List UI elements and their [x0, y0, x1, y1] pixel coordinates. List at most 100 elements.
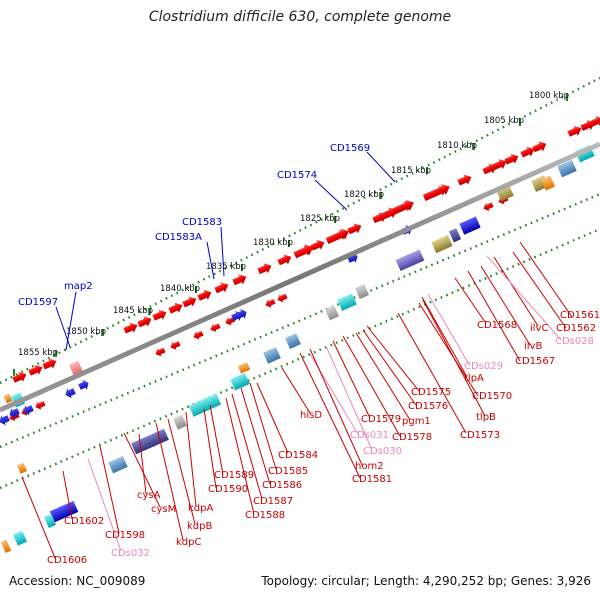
gene-label-CD1583: CD1583 — [182, 217, 222, 228]
gene-feature-box — [13, 531, 27, 546]
gene-label: CD1587 — [253, 496, 293, 507]
scale-label: 1840 kbp — [160, 284, 200, 294]
gene-feature-box — [230, 373, 249, 390]
label-leader-line — [428, 294, 470, 366]
gene-label: CDs028 — [555, 336, 594, 347]
scale-label: 1825 kbp — [300, 214, 340, 224]
gene-label: CD1590 — [208, 484, 248, 495]
gene-label: CD1598 — [105, 530, 145, 541]
reverse-gene-arrow — [264, 297, 277, 309]
scale-label: 1845 kbp — [113, 306, 153, 316]
gene-label: cysA — [137, 490, 161, 501]
gene-label: CDs032 — [111, 548, 150, 559]
forward-gene-arrow — [531, 139, 548, 155]
gene-feature-box — [396, 249, 425, 271]
gene-feature-box — [4, 394, 13, 404]
gene-feature-box — [459, 217, 480, 235]
forward-gene-arrow — [276, 252, 293, 268]
gene-label: hisD — [300, 410, 322, 421]
gene-feature-box — [355, 284, 369, 299]
label-leader-line — [156, 423, 183, 540]
scale-label: 1855 kbp — [18, 348, 58, 358]
label-leader-line — [257, 383, 288, 453]
gene-label: tlpB — [476, 412, 496, 423]
reverse-gene-arrow — [209, 322, 222, 334]
gene-label: CD1567 — [515, 356, 555, 367]
gene-label: tlpA — [464, 373, 484, 384]
gene-feature-box — [173, 415, 187, 430]
blue-gene-arrow — [0, 413, 11, 427]
forward-gene-arrow — [122, 320, 139, 336]
gene-feature-box — [285, 333, 301, 349]
gene-label: CD1606 — [47, 555, 87, 566]
label-leader-line — [333, 341, 370, 418]
gene-feature-box — [17, 463, 27, 474]
gene-feature-box — [108, 456, 127, 473]
gene-feature-box — [325, 305, 339, 320]
scale-label: 1850 kbp — [66, 327, 106, 337]
gene-label: CD1576 — [408, 401, 448, 412]
gene-label: hom2 — [355, 461, 384, 472]
label-leader-line — [422, 297, 467, 377]
gene-label: CD1581 — [352, 474, 392, 485]
reverse-gene-arrow — [276, 292, 289, 304]
forward-gene-arrow — [181, 294, 198, 310]
gene-label: CDs029 — [464, 361, 503, 372]
reverse-gene-arrow — [34, 399, 47, 411]
lower-gene-labels: CD1561 CD1562 ilvC CDs028 ilvB CD1567 CD… — [47, 310, 600, 566]
gene-label: CDs030 — [363, 446, 402, 457]
scale-label: 1820 kbp — [344, 190, 384, 200]
scale-label: 1805 kbp — [484, 116, 524, 126]
label-leader-line — [363, 330, 416, 405]
scale-labels: 1800 kbp 1805 kbp 1810 kbp 1815 kbp 1820… — [18, 91, 569, 358]
gene-feature-box — [238, 362, 250, 373]
gene-label: ilvC — [530, 323, 548, 334]
gene-feature-box — [263, 347, 281, 364]
reverse-gene-arrow — [192, 329, 205, 341]
gene-feature-box — [337, 293, 356, 310]
forward-gene-arrow — [309, 237, 326, 253]
label-leader-line — [282, 368, 310, 413]
lower-tracks — [0, 194, 600, 488]
forward-gene-arrow — [41, 356, 58, 372]
label-leader-line — [455, 278, 485, 322]
genome-backbone — [0, 144, 600, 410]
forward-gene-arrow — [151, 307, 168, 323]
scale-label: 1800 kbp — [529, 91, 569, 101]
gene-feature-box — [431, 235, 452, 253]
gene-label-CD1574: CD1574 — [277, 170, 317, 181]
gene-label: CD1588 — [245, 510, 285, 521]
scale-label: 1810 kbp — [437, 141, 477, 151]
gene-feature-box — [131, 429, 169, 455]
accession-text: Accession: NC_009089 — [9, 574, 145, 588]
genome-map: 1800 kbp 1805 kbp 1810 kbp 1815 kbp 1820… — [0, 0, 600, 600]
gene-label-CD1569: CD1569 — [330, 143, 370, 154]
forward-gene-arrow — [456, 172, 473, 188]
reverse-gene-arrow — [482, 201, 495, 213]
gene-label: CD1561 — [560, 310, 600, 321]
gene-label: CD1584 — [278, 450, 318, 461]
label-leader-line — [513, 252, 566, 328]
gene-label: kdpB — [187, 521, 212, 532]
forward-gene-arrow — [422, 181, 452, 203]
gene-label: kdpC — [176, 537, 201, 548]
forward-gene-arrow — [136, 314, 153, 330]
scale-label: 1815 kbp — [391, 166, 431, 176]
gene-label: CD1585 — [268, 466, 308, 477]
gene-label: CD1575 — [411, 387, 451, 398]
gene-label: CD1586 — [262, 480, 302, 491]
forward-gene-arrow — [213, 280, 230, 296]
gene-label: CD1562 — [556, 323, 596, 334]
gene-label: CD1570 — [472, 391, 512, 402]
blue-gene-arrow — [77, 378, 91, 392]
gene-label: CD1573 — [460, 430, 500, 441]
forward-gene-arrow — [231, 272, 248, 288]
gene-label-CD1583A: CD1583A — [155, 232, 202, 243]
forward-gene-arrow — [346, 221, 363, 237]
forward-gene-arrow — [27, 362, 44, 378]
forward-gene-arrow — [167, 300, 184, 316]
gene-label-CD1597: CD1597 — [18, 297, 58, 308]
gene-label: CD1579 — [361, 414, 401, 425]
gene-label: CD1568 — [477, 320, 517, 331]
label-leader-line — [398, 313, 466, 433]
